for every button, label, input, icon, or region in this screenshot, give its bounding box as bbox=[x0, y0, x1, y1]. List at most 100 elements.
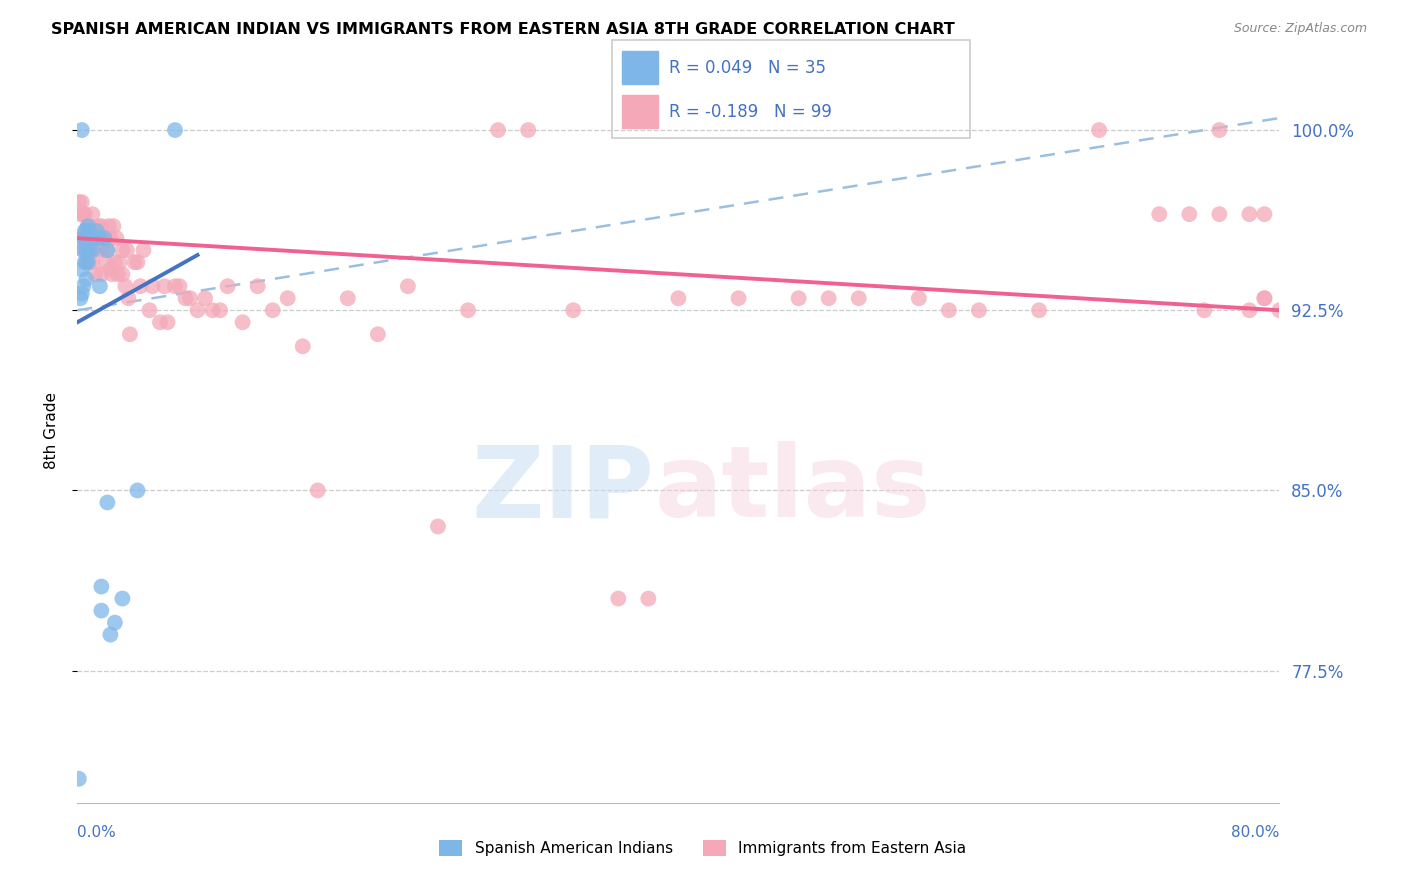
Point bbox=[1194, 303, 1216, 318]
Point bbox=[90, 219, 112, 234]
Point bbox=[75, 224, 97, 238]
Point bbox=[75, 255, 97, 269]
Bar bbox=[623, 95, 658, 128]
Point bbox=[90, 267, 112, 281]
Point bbox=[84, 231, 107, 245]
Point bbox=[90, 604, 112, 618]
Point bbox=[967, 303, 990, 318]
Point bbox=[73, 255, 96, 269]
Point bbox=[69, 291, 91, 305]
Point bbox=[163, 279, 186, 293]
Text: 80.0%: 80.0% bbox=[1232, 825, 1279, 839]
Text: SPANISH AMERICAN INDIAN VS IMMIGRANTS FROM EASTERN ASIA 8TH GRADE CORRELATION CH: SPANISH AMERICAN INDIAN VS IMMIGRANTS FR… bbox=[51, 22, 955, 37]
Point bbox=[69, 207, 91, 221]
Point bbox=[169, 279, 191, 293]
Point bbox=[79, 243, 101, 257]
Point bbox=[70, 286, 93, 301]
Point bbox=[93, 231, 115, 245]
Point bbox=[105, 231, 128, 245]
Point bbox=[908, 291, 931, 305]
Point bbox=[75, 255, 97, 269]
Point bbox=[1088, 123, 1111, 137]
Bar bbox=[623, 51, 658, 85]
Point bbox=[1178, 207, 1201, 221]
Point bbox=[101, 267, 124, 281]
Point bbox=[607, 591, 630, 606]
Point bbox=[127, 255, 149, 269]
Point bbox=[107, 267, 129, 281]
Point bbox=[72, 207, 94, 221]
Point bbox=[82, 207, 104, 221]
Point bbox=[73, 238, 96, 252]
Point bbox=[111, 591, 134, 606]
Point bbox=[72, 243, 94, 257]
Point bbox=[1239, 303, 1261, 318]
Point bbox=[83, 231, 105, 245]
Point bbox=[179, 291, 201, 305]
Point bbox=[72, 243, 94, 257]
Point bbox=[86, 243, 108, 257]
Point bbox=[277, 291, 299, 305]
Point bbox=[1149, 207, 1171, 221]
Point bbox=[1239, 207, 1261, 221]
Point bbox=[138, 303, 160, 318]
Point bbox=[262, 303, 284, 318]
Point bbox=[75, 243, 97, 257]
Point bbox=[209, 303, 232, 318]
Point bbox=[156, 315, 179, 329]
Point bbox=[668, 291, 690, 305]
Point bbox=[89, 231, 111, 245]
Point bbox=[79, 255, 101, 269]
Point bbox=[848, 291, 870, 305]
Point bbox=[94, 255, 117, 269]
Point bbox=[79, 224, 101, 238]
Point bbox=[517, 123, 540, 137]
Point bbox=[100, 262, 122, 277]
Point bbox=[82, 255, 104, 269]
Point bbox=[80, 231, 103, 245]
Point bbox=[486, 123, 509, 137]
Point bbox=[86, 224, 108, 238]
Point bbox=[141, 279, 163, 293]
Point bbox=[104, 615, 127, 630]
Point bbox=[73, 207, 96, 221]
Point bbox=[82, 231, 104, 245]
Point bbox=[163, 123, 186, 137]
Point bbox=[82, 243, 104, 257]
Point bbox=[89, 231, 111, 245]
Point bbox=[84, 267, 107, 281]
Point bbox=[104, 255, 127, 269]
Point bbox=[76, 219, 98, 234]
Point bbox=[91, 243, 114, 257]
Text: 0.0%: 0.0% bbox=[77, 825, 117, 839]
Point bbox=[87, 219, 110, 234]
Point bbox=[427, 519, 450, 533]
Point bbox=[103, 219, 125, 234]
Point bbox=[84, 231, 107, 245]
Point bbox=[149, 315, 172, 329]
Point bbox=[111, 267, 134, 281]
Point bbox=[127, 483, 149, 498]
Point bbox=[114, 279, 136, 293]
Point bbox=[79, 219, 101, 234]
Point bbox=[89, 279, 111, 293]
Point bbox=[201, 303, 224, 318]
Point bbox=[291, 339, 314, 353]
Point bbox=[1253, 291, 1275, 305]
Point bbox=[1028, 303, 1050, 318]
Point bbox=[938, 303, 960, 318]
Point bbox=[637, 591, 659, 606]
Text: R = -0.189   N = 99: R = -0.189 N = 99 bbox=[669, 103, 832, 120]
Point bbox=[72, 231, 94, 245]
Point bbox=[73, 231, 96, 245]
Point bbox=[76, 255, 98, 269]
Point bbox=[97, 219, 120, 234]
Point bbox=[336, 291, 359, 305]
Point bbox=[115, 243, 138, 257]
Point bbox=[129, 279, 152, 293]
Point bbox=[100, 231, 122, 245]
Text: Source: ZipAtlas.com: Source: ZipAtlas.com bbox=[1233, 22, 1367, 36]
Point bbox=[70, 231, 93, 245]
Point bbox=[73, 224, 96, 238]
Point bbox=[562, 303, 585, 318]
